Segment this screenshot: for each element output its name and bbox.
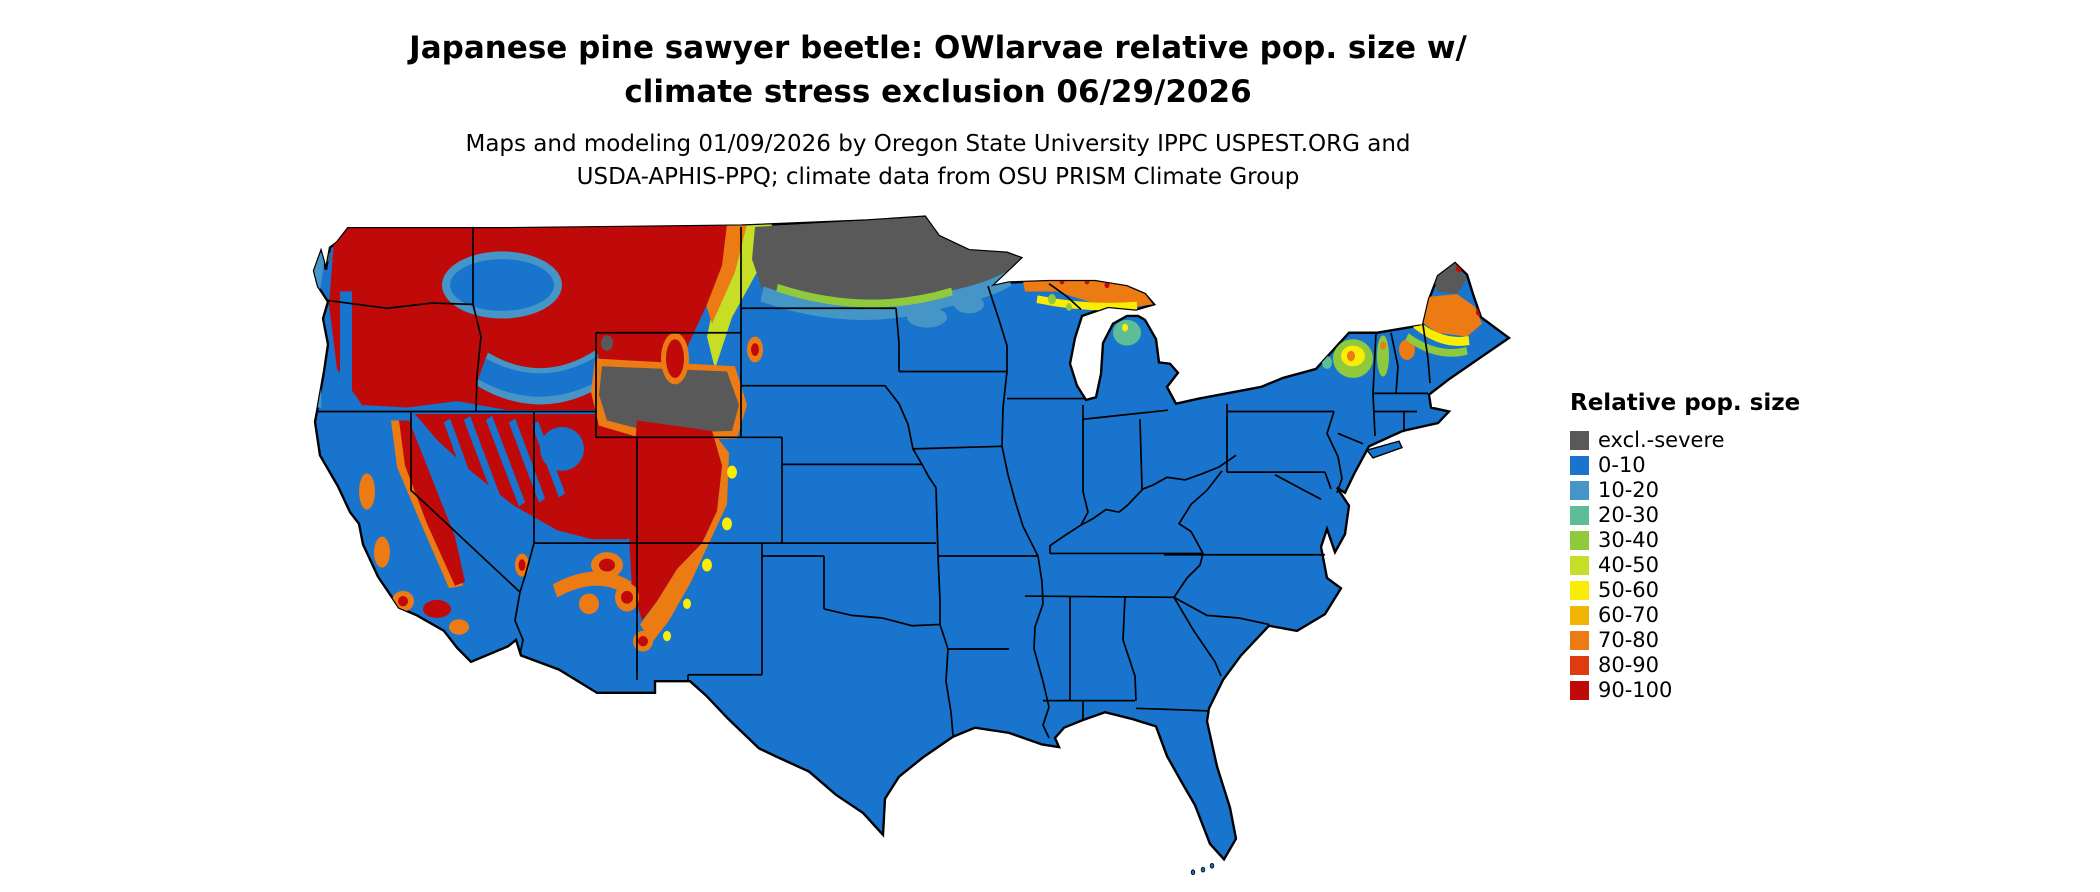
map-region-north-michigan: [1113, 319, 1141, 346]
map-region-wisconsin-specks: [1048, 294, 1072, 311]
legend-item: 40-50: [1570, 553, 1830, 578]
map-region-north-fringe-green: [776, 283, 953, 308]
map-region-mid-colorado-specks: [663, 465, 737, 642]
map-region-high-colorado-fringe: [640, 430, 729, 643]
legend-swatch: [1570, 431, 1589, 450]
legend-title: Relative pop. size: [1570, 390, 1801, 416]
map-risk-overlays: [314, 216, 1482, 652]
map-region-high-upper-michigan: [1023, 275, 1153, 307]
legend-label: 70-80: [1598, 628, 1660, 652]
map-region-minnesota-fringe: [907, 295, 984, 328]
legend-item: 50-60: [1570, 578, 1830, 603]
legend-label: excl.-severe: [1598, 428, 1725, 452]
legend-label: 20-30: [1598, 503, 1660, 527]
us-map-svg: [307, 214, 1527, 876]
long-island: [1367, 441, 1402, 458]
legend-item: 0-10: [1570, 453, 1830, 478]
map-region-excluded-north: [752, 216, 1021, 313]
map-region-willamette-valley: [340, 291, 352, 411]
legend-swatch: [1570, 631, 1589, 650]
legend-swatch: [1570, 656, 1589, 675]
legend-label: 60-70: [1598, 603, 1660, 627]
state-borders-west: [317, 227, 1038, 736]
legend-label: 0-10: [1598, 453, 1646, 477]
map-region-arizona-highlands: [515, 552, 653, 652]
map-title: Japanese pine sawyer beetle: OWlarvae re…: [0, 26, 1876, 114]
legend-item: 70-80: [1570, 628, 1830, 653]
map-region-coast-strip: [314, 251, 326, 408]
state-borders-east: [988, 284, 1430, 738]
map-region-columbia-basin: [450, 259, 554, 311]
map-region-snake-plain: [478, 355, 606, 397]
map-region-excluded-wyoming: [599, 366, 739, 434]
map-subtitle: Maps and modeling 01/09/2026 by Oregon S…: [0, 128, 1876, 194]
map-region-new-england: [1377, 335, 1415, 377]
map-region-central-valley: [377, 465, 429, 589]
map-region-misc-spots: [323, 251, 763, 385]
legend-label: 40-50: [1598, 553, 1660, 577]
legend-label: 30-40: [1598, 528, 1660, 552]
legend-swatch: [1570, 681, 1589, 700]
map-region-california-coast-patches: [359, 473, 469, 635]
legend-swatch: [1570, 481, 1589, 500]
legend-item: 60-70: [1570, 603, 1830, 628]
legend-swatch: [1570, 531, 1589, 550]
legend-label: 90-100: [1598, 678, 1673, 702]
legend-swatch: [1570, 456, 1589, 475]
legend-item: 20-30: [1570, 503, 1830, 528]
legend-label: 50-60: [1598, 578, 1660, 602]
map-title-line2: climate stress exclusion 06/29/2026: [624, 74, 1252, 110]
legend-item: 10-20: [1570, 478, 1830, 503]
map-subtitle-line1: Maps and modeling 01/09/2026 by Oregon S…: [465, 131, 1411, 157]
legend-swatch: [1570, 581, 1589, 600]
legend-swatch: [1570, 606, 1589, 625]
legend-label: 10-20: [1598, 478, 1660, 502]
map-region-adirondacks: [1322, 339, 1373, 378]
map-title-line1: Japanese pine sawyer beetle: OWlarvae re…: [409, 30, 1467, 66]
legend-item: 90-100: [1570, 678, 1830, 703]
legend-item: 30-40: [1570, 528, 1830, 553]
map-region-upper-michigan-fringe: [1036, 295, 1138, 311]
map-region-north-michigan-speck: [1122, 323, 1128, 332]
map-region-utah-desert: [540, 426, 584, 471]
legend-swatch: [1570, 556, 1589, 575]
map-region-severe-colorado: [629, 420, 722, 621]
us-risk-map: [307, 214, 1527, 880]
florida-keys: [1190, 862, 1215, 876]
legend-item: excl.-severe: [1570, 428, 1830, 453]
legend-swatch: [1570, 506, 1589, 525]
map-subtitle-line2: USDA-APHIS-PPQ; climate data from OSU PR…: [576, 164, 1300, 190]
map-region-severe-sierra: [399, 420, 465, 586]
legend-item: 80-90: [1570, 653, 1830, 678]
legend-label: 80-90: [1598, 653, 1660, 677]
legend: Relative pop. size excl.-severe 0-10 10-…: [1570, 390, 1830, 703]
